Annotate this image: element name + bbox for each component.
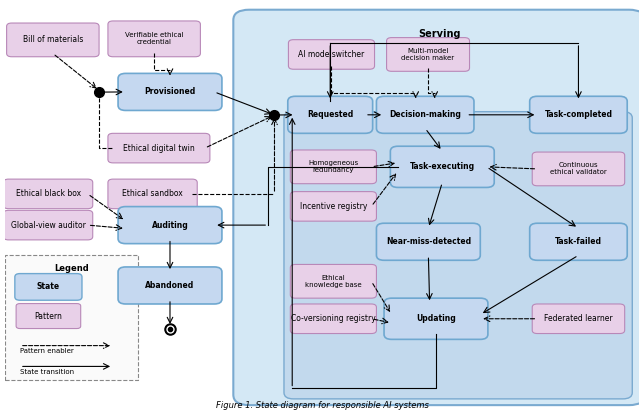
FancyBboxPatch shape bbox=[384, 298, 488, 339]
Text: Task-completed: Task-completed bbox=[545, 110, 612, 119]
Text: Ethical digital twin: Ethical digital twin bbox=[123, 144, 195, 153]
Text: State transition: State transition bbox=[20, 369, 74, 375]
FancyBboxPatch shape bbox=[118, 207, 222, 243]
FancyBboxPatch shape bbox=[108, 133, 210, 163]
Text: Co-versioning registry: Co-versioning registry bbox=[291, 314, 376, 323]
Text: Abandoned: Abandoned bbox=[145, 281, 195, 290]
FancyBboxPatch shape bbox=[288, 96, 372, 133]
Text: Verifiable ethical
credential: Verifiable ethical credential bbox=[125, 32, 184, 45]
Text: Task-failed: Task-failed bbox=[555, 237, 602, 246]
Text: Homogeneous
redundancy: Homogeneous redundancy bbox=[308, 160, 358, 173]
Text: Incentive registry: Incentive registry bbox=[300, 202, 367, 211]
Text: Updating: Updating bbox=[416, 314, 456, 323]
FancyBboxPatch shape bbox=[390, 146, 494, 187]
Text: Decision-making: Decision-making bbox=[389, 110, 461, 119]
FancyBboxPatch shape bbox=[118, 73, 222, 111]
Text: AI mode switcher: AI mode switcher bbox=[298, 50, 365, 59]
FancyBboxPatch shape bbox=[16, 304, 81, 328]
Text: State: State bbox=[37, 282, 60, 292]
Text: Pattern: Pattern bbox=[35, 312, 62, 321]
FancyBboxPatch shape bbox=[108, 21, 200, 57]
Text: Ethical black box: Ethical black box bbox=[15, 189, 81, 198]
FancyBboxPatch shape bbox=[530, 223, 627, 260]
Text: Continuous
ethical validator: Continuous ethical validator bbox=[550, 163, 607, 176]
Text: Legend: Legend bbox=[54, 264, 89, 273]
FancyBboxPatch shape bbox=[234, 10, 640, 405]
Text: Near-miss-detected: Near-miss-detected bbox=[386, 237, 471, 246]
FancyBboxPatch shape bbox=[291, 150, 376, 184]
FancyBboxPatch shape bbox=[387, 38, 470, 71]
Text: Global-view auditor: Global-view auditor bbox=[11, 221, 86, 230]
Text: Bill of materials: Bill of materials bbox=[22, 35, 83, 44]
FancyBboxPatch shape bbox=[5, 255, 138, 380]
FancyBboxPatch shape bbox=[376, 223, 480, 260]
Text: Provisioned: Provisioned bbox=[145, 88, 196, 96]
FancyBboxPatch shape bbox=[3, 179, 93, 209]
FancyBboxPatch shape bbox=[291, 304, 376, 334]
Text: Requested: Requested bbox=[307, 110, 353, 119]
FancyBboxPatch shape bbox=[6, 23, 99, 57]
Text: Task-executing: Task-executing bbox=[410, 162, 475, 171]
FancyBboxPatch shape bbox=[284, 112, 632, 399]
FancyBboxPatch shape bbox=[376, 96, 474, 133]
FancyBboxPatch shape bbox=[532, 152, 625, 186]
Text: Ethical
knowledge base: Ethical knowledge base bbox=[305, 275, 362, 288]
FancyBboxPatch shape bbox=[108, 179, 197, 209]
Text: Pattern enabler: Pattern enabler bbox=[20, 348, 74, 354]
Text: Ethical sandbox: Ethical sandbox bbox=[122, 189, 183, 198]
FancyBboxPatch shape bbox=[289, 40, 374, 69]
FancyBboxPatch shape bbox=[291, 191, 376, 221]
FancyBboxPatch shape bbox=[291, 264, 376, 298]
Text: Figure 1. State diagram for responsible AI systems: Figure 1. State diagram for responsible … bbox=[216, 401, 428, 410]
FancyBboxPatch shape bbox=[15, 274, 82, 300]
Text: Serving: Serving bbox=[418, 29, 460, 39]
FancyBboxPatch shape bbox=[530, 96, 627, 133]
FancyBboxPatch shape bbox=[118, 267, 222, 304]
Text: Federated learner: Federated learner bbox=[544, 314, 612, 323]
Text: Multi-model
decision maker: Multi-model decision maker bbox=[401, 48, 454, 61]
Text: Auditing: Auditing bbox=[152, 221, 188, 230]
FancyBboxPatch shape bbox=[532, 304, 625, 334]
FancyBboxPatch shape bbox=[3, 210, 93, 240]
